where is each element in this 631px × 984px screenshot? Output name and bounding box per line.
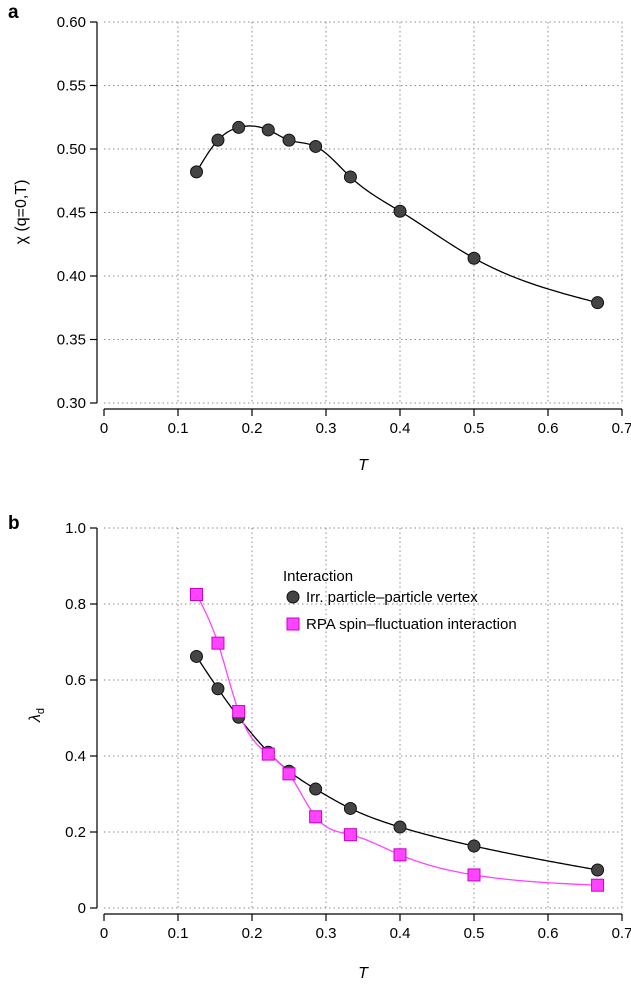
data-point-circle bbox=[393, 820, 407, 834]
x-tick-label: 0.7 bbox=[612, 925, 631, 942]
data-point-circle bbox=[467, 251, 481, 265]
panel-b-grid bbox=[104, 527, 623, 909]
y-tick-label: 0.55 bbox=[57, 78, 86, 95]
x-tick-label: 0.1 bbox=[168, 420, 189, 437]
panel-b-label: b bbox=[8, 513, 20, 534]
y-tick-label: 0.4 bbox=[65, 748, 86, 765]
legend-entry-2: RPA spin–fluctuation interaction bbox=[306, 616, 517, 633]
panel-a-ylabel: χ (q=0,T) bbox=[13, 180, 30, 245]
data-point-square bbox=[393, 848, 407, 862]
y-tick-label: 0.8 bbox=[65, 596, 86, 613]
data-point-square bbox=[190, 588, 203, 601]
x-tick-label: 0.1 bbox=[168, 925, 189, 942]
x-tick-label: 0.7 bbox=[612, 420, 631, 437]
data-point-square bbox=[232, 705, 246, 719]
y-tick-label: 1.0 bbox=[65, 520, 86, 537]
data-point-circle bbox=[232, 120, 246, 134]
x-tick-label: 0.2 bbox=[242, 420, 263, 437]
data-point-circle bbox=[393, 204, 407, 218]
panel-a-xlabel: T bbox=[358, 457, 369, 474]
data-point-square bbox=[467, 868, 481, 882]
data-point-circle bbox=[591, 296, 605, 310]
data-point-square bbox=[309, 810, 323, 824]
data-point-circle bbox=[343, 801, 357, 815]
data-point-circle bbox=[261, 123, 275, 137]
data-point-square bbox=[261, 747, 275, 761]
y-tick-label: 0.6 bbox=[65, 672, 86, 689]
panel-b: b 0 0.1 0.2 0.3 0.4 0.5 0.6 0.7 0 0.2 0.4 0.6 0.8 1.0… bbox=[8, 513, 631, 982]
y-tick-label: 0.2 bbox=[65, 824, 86, 841]
panel-b-xlabel: T bbox=[358, 965, 369, 982]
y-tick-label: 0.30 bbox=[57, 395, 86, 412]
data-point-square bbox=[591, 878, 605, 892]
data-point-square bbox=[282, 767, 296, 781]
y-tick-label: 0.35 bbox=[57, 332, 86, 349]
panel-a: a 0 0.1 0.2 0.3 0.4 0.5 0.6 0.7 0.30 0.35 0.40 0.45… bbox=[8, 2, 631, 474]
x-tick-label: 0 bbox=[100, 925, 108, 942]
data-point-circle bbox=[467, 839, 481, 853]
x-tick-label: 0.5 bbox=[464, 420, 485, 437]
data-point-circle bbox=[190, 165, 203, 179]
y-tick-label: 0.50 bbox=[57, 141, 86, 158]
series-line-1 bbox=[195, 656, 598, 871]
panel-b-curves bbox=[195, 594, 598, 886]
data-point-square bbox=[211, 636, 225, 650]
x-tick-label: 0.2 bbox=[242, 925, 263, 942]
data-point-circle bbox=[591, 863, 605, 877]
x-tick-label: 0.6 bbox=[538, 925, 559, 942]
panel-b-marks bbox=[190, 588, 605, 892]
legend-marker-square bbox=[286, 617, 300, 631]
data-point-circle bbox=[211, 682, 225, 696]
y-tick-label: 0.40 bbox=[57, 268, 86, 285]
x-tick-label: 0.4 bbox=[390, 925, 411, 942]
data-point-circle bbox=[343, 170, 357, 184]
data-point-circle bbox=[190, 649, 203, 663]
panel-a-axes: 0 0.1 0.2 0.3 0.4 0.5 0.6 0.7 0.30 0.35 0.40 0.45 0.… bbox=[57, 14, 631, 437]
x-tick-label: 0.3 bbox=[316, 420, 337, 437]
panel-b-axes: 0 0.1 0.2 0.3 0.4 0.5 0.6 0.7 0 0.2 0.4 0.6 0.8 1.0 bbox=[65, 520, 631, 942]
panel-b-ylabel: λd bbox=[27, 708, 47, 723]
data-point-circle bbox=[309, 139, 323, 153]
panel-a-label: a bbox=[8, 2, 19, 23]
data-point-circle bbox=[211, 133, 225, 147]
x-tick-label: 0.5 bbox=[464, 925, 485, 942]
data-point-circle bbox=[282, 133, 296, 147]
panel-a-marks bbox=[190, 120, 605, 310]
panel-a-grid bbox=[104, 21, 623, 404]
legend-marker-circle bbox=[286, 590, 300, 604]
data-point-circle bbox=[309, 782, 323, 796]
legend-title: Interaction bbox=[283, 568, 353, 585]
y-tick-label: 0 bbox=[78, 900, 86, 917]
legend-entry-1: Irr. particle–particle vertex bbox=[306, 589, 478, 606]
x-tick-label: 0.4 bbox=[390, 420, 411, 437]
y-tick-label: 0.60 bbox=[57, 14, 86, 31]
x-tick-label: 0.3 bbox=[316, 925, 337, 942]
x-tick-label: 0.6 bbox=[538, 420, 559, 437]
legend: Interaction Irr. particle–particle verte… bbox=[283, 568, 517, 633]
data-point-square bbox=[343, 828, 357, 842]
y-tick-label: 0.45 bbox=[57, 205, 86, 222]
x-tick-label: 0 bbox=[100, 420, 108, 437]
